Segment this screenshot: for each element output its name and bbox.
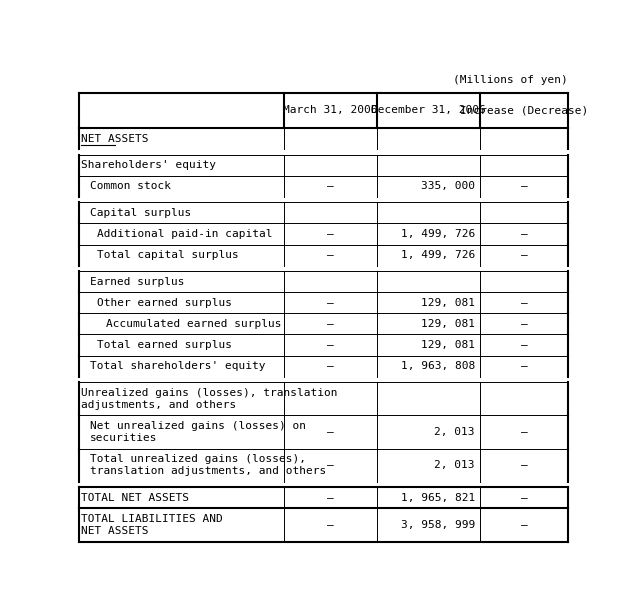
Text: Unrealized gains (losses), translation
adjustments, and others: Unrealized gains (losses), translation a…: [81, 387, 338, 410]
Text: December 31, 2006: December 31, 2006: [371, 106, 486, 115]
Text: –: –: [521, 298, 528, 308]
Text: Net unrealized gains (losses) on
securities: Net unrealized gains (losses) on securit…: [90, 421, 305, 443]
Text: –: –: [327, 319, 334, 329]
Text: –: –: [327, 340, 334, 350]
Text: –: –: [521, 361, 528, 371]
Text: Total capital surplus: Total capital surplus: [97, 250, 239, 260]
Text: –: –: [521, 229, 528, 239]
Text: March 31, 2006: March 31, 2006: [283, 106, 378, 115]
Text: 2, 013: 2, 013: [435, 460, 475, 470]
Text: –: –: [327, 250, 334, 260]
Text: Total unrealized gains (losses),
translation adjustments, and others: Total unrealized gains (losses), transla…: [90, 454, 326, 476]
Text: –: –: [521, 181, 528, 192]
Text: Total earned surplus: Total earned surplus: [97, 340, 232, 350]
Text: TOTAL LIABILITIES AND
NET ASSETS: TOTAL LIABILITIES AND NET ASSETS: [81, 514, 223, 536]
Text: 1, 963, 808: 1, 963, 808: [401, 361, 475, 371]
Text: 2, 013: 2, 013: [435, 427, 475, 437]
Text: –: –: [327, 229, 334, 239]
Text: 335, 000: 335, 000: [421, 181, 475, 192]
Text: –: –: [521, 340, 528, 350]
Text: (Millions of yen): (Millions of yen): [453, 76, 568, 85]
Text: –: –: [521, 520, 528, 530]
Text: 1, 499, 726: 1, 499, 726: [401, 250, 475, 260]
Text: –: –: [327, 520, 334, 530]
Text: Shareholders' equity: Shareholders' equity: [81, 160, 216, 170]
Text: –: –: [521, 460, 528, 470]
Text: Common stock: Common stock: [90, 181, 170, 192]
Text: 129, 081: 129, 081: [421, 298, 475, 308]
Text: –: –: [327, 493, 334, 503]
Text: 1, 965, 821: 1, 965, 821: [401, 493, 475, 503]
Text: Earned surplus: Earned surplus: [90, 276, 184, 287]
Text: Additional paid-in capital: Additional paid-in capital: [97, 229, 273, 239]
Text: Other earned surplus: Other earned surplus: [97, 298, 232, 308]
Text: –: –: [327, 181, 334, 192]
Text: TOTAL NET ASSETS: TOTAL NET ASSETS: [81, 493, 189, 503]
Text: 3, 958, 999: 3, 958, 999: [401, 520, 475, 530]
Text: 129, 081: 129, 081: [421, 340, 475, 350]
Text: Accumulated earned surplus: Accumulated earned surplus: [106, 319, 281, 329]
Text: –: –: [327, 298, 334, 308]
Text: Capital surplus: Capital surplus: [90, 208, 191, 218]
Text: 129, 081: 129, 081: [421, 319, 475, 329]
Text: –: –: [327, 361, 334, 371]
Text: –: –: [521, 427, 528, 437]
Text: –: –: [521, 250, 528, 260]
Text: Increase (Decrease): Increase (Decrease): [460, 106, 588, 115]
Text: 1, 499, 726: 1, 499, 726: [401, 229, 475, 239]
Text: –: –: [327, 427, 334, 437]
Text: –: –: [327, 460, 334, 470]
Text: Total shareholders' equity: Total shareholders' equity: [90, 361, 265, 371]
Text: –: –: [521, 493, 528, 503]
Text: NET ASSETS: NET ASSETS: [81, 134, 149, 144]
Text: –: –: [521, 319, 528, 329]
